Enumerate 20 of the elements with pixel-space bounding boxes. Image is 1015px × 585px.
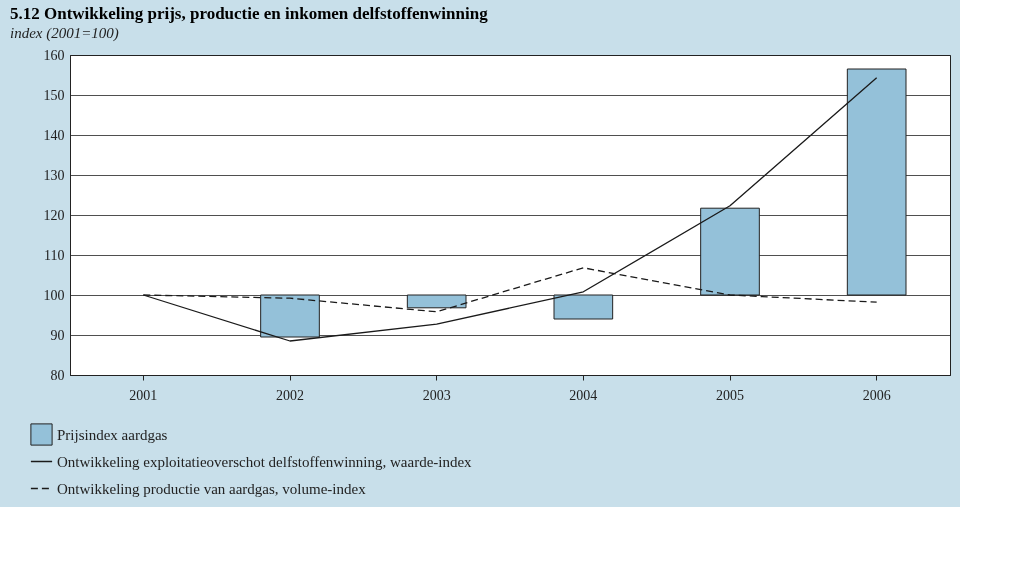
chart-title: 5.12 Ontwikkeling prijs, productie en inkomen delfstoffenwinning	[10, 4, 489, 23]
legend-label: Ontwikkeling exploitatieoverschot delfstoffenwinning, waarde-index	[57, 453, 473, 470]
x-tick-label: 2006	[862, 387, 891, 403]
y-tick-label: 130	[43, 167, 65, 183]
y-tick-label: 110	[44, 247, 65, 263]
y-tick-label: 80	[50, 367, 65, 383]
y-tick-label: 140	[43, 127, 65, 143]
y-axis-title: index (2001=100)	[10, 25, 119, 42]
legend-label: Ontwikkeling productie van aardgas, volume-index	[57, 480, 367, 497]
y-tick-label: 120	[43, 207, 65, 223]
x-tick-label: 2001	[129, 387, 158, 403]
y-tick-label: 150	[43, 87, 65, 103]
x-tick-label: 2005	[716, 387, 744, 403]
x-tick-label: 2003	[422, 387, 451, 403]
y-tick-label: 100	[43, 287, 65, 303]
x-tick-label: 2004	[569, 387, 598, 403]
y-tick-label: 160	[43, 47, 65, 63]
y-tick-label: 90	[50, 327, 65, 343]
legend-label: Prijsindex aardgas	[57, 426, 168, 443]
x-tick-label: 2002	[276, 387, 304, 403]
